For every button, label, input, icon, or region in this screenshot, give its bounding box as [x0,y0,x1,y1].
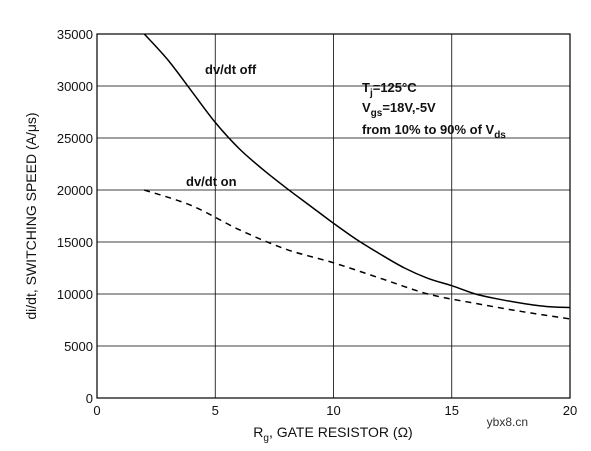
y-tick-label: 20000 [57,183,93,198]
y-tick-label: 25000 [57,131,93,146]
series-label-dvdt-off: dv/dt off [205,62,257,77]
y-tick-label: 35000 [57,27,93,42]
x-tick-label: 20 [563,403,577,418]
y-tick-labels: 0 5000 10000 15000 20000 25000 30000 35000 [57,27,93,406]
grid [97,34,570,398]
y-tick-label: 5000 [64,339,93,354]
x-tick-labels: 0 5 10 15 20 [93,403,577,418]
annotation-vgs: Vgs=18V,-5V [362,100,436,119]
y-tick-label: 30000 [57,79,93,94]
series-layer [143,33,571,320]
y-tick-label: 10000 [57,287,93,302]
y-tick-label: 15000 [57,235,93,250]
series-line-dvdt-on [144,189,571,320]
x-tick-label: 15 [445,403,459,418]
x-tick-label: 10 [326,403,340,418]
plot-frame [96,33,571,399]
series-label-dvdt-on: dv/dt on [186,174,237,189]
x-axis-label: Rg, GATE RESISTOR (Ω) [253,424,412,444]
series-line-dvdt-off [143,33,571,309]
annotation-tj: Tj=125°C [362,80,417,99]
watermark: ybx8.cn [487,415,528,429]
y-axis-label: di/dt, SWITCHING SPEED (A/μs) [23,112,39,319]
x-tick-label: 0 [93,403,100,418]
annotation-range: from 10% to 90% of Vds [362,122,506,141]
x-tick-label: 5 [212,403,219,418]
y-tick-label: 0 [86,391,93,406]
